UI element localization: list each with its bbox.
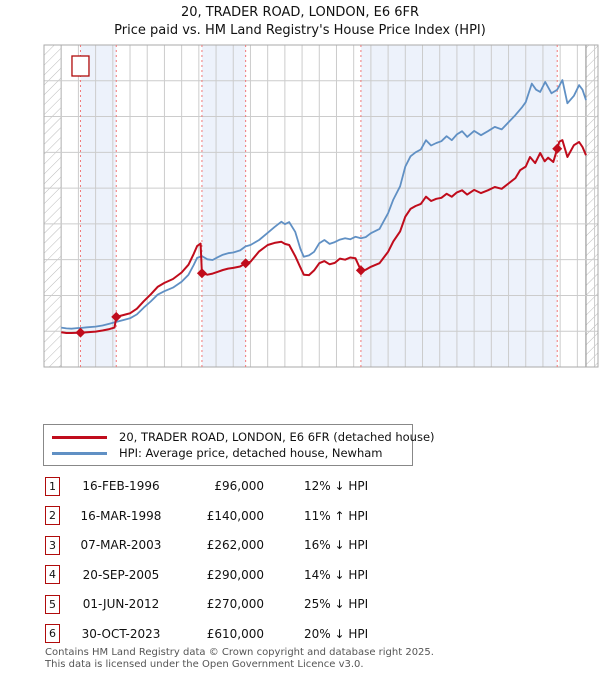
sale-price: £270,000	[206, 597, 264, 611]
sale-date: 20-SEP-2005	[82, 567, 160, 582]
hpi-line-swatch	[52, 451, 107, 455]
ownership-band	[201, 45, 246, 367]
footer-line: Contains HM Land Registry data © Crown c…	[45, 647, 434, 658]
sale-price: £96,000	[214, 479, 264, 493]
transactions-table: 1 16-FEB-1996 £96,000 12% ↓ HPI 2 16-MAR…	[45, 476, 555, 653]
sale-price: £610,000	[206, 626, 264, 641]
license-footer: Contains HM Land Registry data © Crown c…	[45, 647, 434, 670]
legend-entry-hpi: HPI: Average price, detached house, Newh…	[52, 445, 406, 461]
ownership-band	[80, 45, 117, 367]
event-number-badge: 6	[45, 624, 60, 643]
sale-marker	[75, 327, 86, 338]
hpi-delta: 12% ↓ HPI	[304, 479, 369, 493]
table-row: 4 20-SEP-2005 £290,000 14% ↓ HPI	[45, 565, 555, 585]
table-row: 3 07-MAR-2003 £262,000 16% ↓ HPI	[45, 535, 555, 555]
price-chart-canvas	[43, 44, 599, 368]
sale-marker	[355, 265, 366, 276]
sale-date: 16-FEB-1996	[82, 479, 160, 493]
event-number-badge: 1	[45, 476, 60, 496]
sale-price: £140,000	[206, 508, 264, 523]
legend-entry-price: 20, TRADER ROAD, LONDON, E6 6FR (detache…	[52, 429, 435, 445]
page-subtitle: Price paid vs. HM Land Registry's House …	[114, 23, 486, 38]
event-number-badge: 2	[45, 506, 60, 525]
sale-marker	[552, 143, 563, 154]
hpi-delta: 25% ↓ HPI	[304, 597, 369, 611]
hpi-delta: 16% ↓ HPI	[304, 538, 369, 552]
event-number-badge: 5	[45, 594, 60, 614]
hpi-delta: 11% ↑ HPI	[304, 508, 369, 523]
sale-date: 01-JUN-2012	[82, 597, 160, 611]
page-title: 20, TRADER ROAD, LONDON, E6 6FR	[180, 5, 420, 20]
table-row: 6 30-OCT-2023 £610,000 20% ↓ HPI	[45, 624, 555, 644]
table-row: 2 16-MAR-1998 £140,000 11% ↑ HPI	[45, 506, 555, 526]
event-number-badge: 4	[45, 565, 60, 584]
no-data-hatch	[585, 45, 598, 367]
legend-label: 20, TRADER ROAD, LONDON, E6 6FR (detache…	[119, 430, 435, 444]
event-label-box	[71, 55, 90, 77]
sale-date: 30-OCT-2023	[81, 626, 161, 641]
footer-line: This data is licensed under the Open Gov…	[45, 658, 364, 670]
sale-date: 16-MAR-1998	[80, 508, 162, 523]
sale-price: £262,000	[206, 538, 264, 552]
hpi-delta: 20% ↓ HPI	[304, 626, 369, 641]
sale-marker	[240, 258, 251, 269]
table-row: 5 01-JUN-2012 £270,000 25% ↓ HPI	[45, 594, 555, 614]
sale-marker	[111, 311, 122, 322]
sale-date: 07-MAR-2003	[80, 538, 162, 552]
price-line	[61, 139, 587, 334]
event-number-badge: 3	[45, 535, 60, 555]
hpi-delta: 14% ↓ HPI	[304, 567, 369, 582]
sale-marker	[196, 268, 207, 279]
ownership-band	[360, 45, 558, 367]
table-row: 1 16-FEB-1996 £96,000 12% ↓ HPI	[45, 476, 555, 496]
hpi-line	[61, 79, 587, 330]
plot-border	[43, 44, 599, 368]
price-line-swatch	[52, 435, 107, 439]
legend-label: HPI: Average price, detached house, Newh…	[119, 446, 383, 460]
sale-price: £290,000	[206, 567, 264, 582]
chart-legend: 20, TRADER ROAD, LONDON, E6 6FR (detache…	[43, 424, 435, 466]
no-data-hatch	[44, 45, 62, 367]
